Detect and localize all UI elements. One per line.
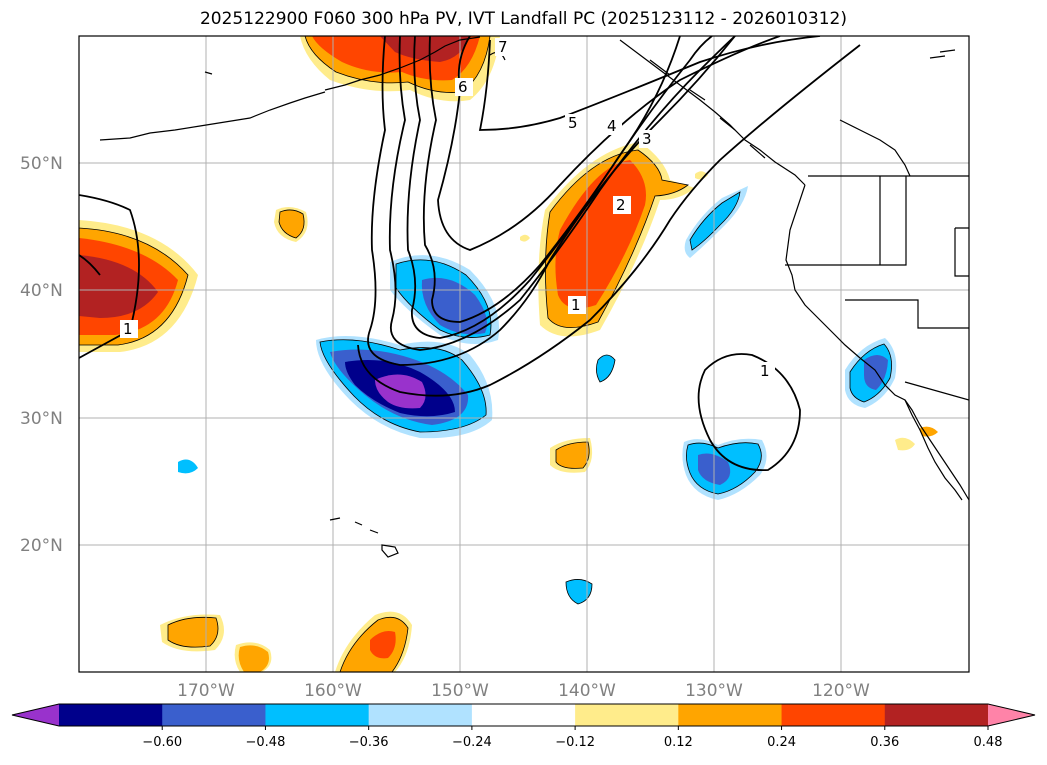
svg-text:4: 4 — [607, 117, 617, 135]
lon-label-130w: 130°W — [685, 681, 743, 701]
colorbar-tick-label: −0.48 — [246, 735, 286, 750]
svg-text:1: 1 — [760, 362, 770, 380]
colorbar-segment — [884, 704, 989, 726]
gridlines — [79, 36, 969, 672]
colorbar-tick-label: 0.12 — [664, 735, 693, 750]
colorbar-segment — [471, 704, 576, 726]
svg-text:6: 6 — [458, 78, 468, 96]
lon-label-150w: 150°W — [431, 681, 489, 701]
pv-shading — [79, 36, 938, 672]
longitude-labels: 170°W 160°W 150°W 140°W 130°W 120°W — [177, 681, 870, 701]
colorbar: −0.60 −0.48 −0.36 −0.24 −0.12 0.12 0.24 0.36 0.4… — [11, 703, 1036, 750]
colorbar-segment — [162, 704, 266, 726]
lat-label-30n: 30°N — [20, 409, 63, 429]
lat-label-50n: 50°N — [20, 154, 63, 174]
svg-text:1: 1 — [123, 320, 133, 338]
colorbar-tick-label: 0.48 — [974, 735, 1003, 750]
map-frame — [78, 35, 970, 673]
svg-text:1: 1 — [571, 296, 581, 314]
colorbar-tick-label: 0.24 — [767, 735, 796, 750]
lon-label-160w: 160°W — [304, 681, 362, 701]
colorbar-segment — [59, 704, 163, 726]
colorbar-segment — [575, 704, 679, 726]
coastlines — [99, 36, 969, 558]
svg-text:3: 3 — [642, 130, 652, 148]
colorbar-extend-high — [988, 704, 1035, 726]
lon-label-170w: 170°W — [177, 681, 235, 701]
lon-label-140w: 140°W — [558, 681, 616, 701]
map-title: 2025122900 F060 300 hPa PV, IVT Landfall… — [199, 9, 847, 29]
colorbar-extend-low — [12, 704, 59, 726]
colorbar-tick-label: −0.36 — [349, 735, 389, 750]
map-panel — [79, 36, 969, 672]
lat-label-40n: 40°N — [20, 281, 63, 301]
colorbar-tick-label: −0.12 — [555, 735, 595, 750]
pv-outlines — [79, 36, 892, 672]
latitude-labels: 50°N 40°N 30°N 20°N — [20, 154, 63, 556]
colorbar-segment — [781, 704, 886, 726]
colorbar-tick-label: −0.24 — [452, 735, 492, 750]
colorbar-tick-label: −0.60 — [142, 735, 182, 750]
lon-label-120w: 120°W — [812, 681, 870, 701]
colorbar-segment — [678, 704, 783, 726]
contour-labels: 7 6 5 4 3 2 1 1 1 — [120, 38, 775, 380]
ivt-contours — [79, 36, 861, 471]
colorbar-segment — [265, 704, 370, 726]
lat-label-20n: 20°N — [20, 536, 63, 556]
svg-text:5: 5 — [568, 114, 578, 132]
colorbar-segment — [368, 704, 473, 726]
svg-text:7: 7 — [498, 38, 508, 56]
svg-text:2: 2 — [616, 196, 626, 214]
colorbar-tick-label: 0.36 — [870, 735, 899, 750]
